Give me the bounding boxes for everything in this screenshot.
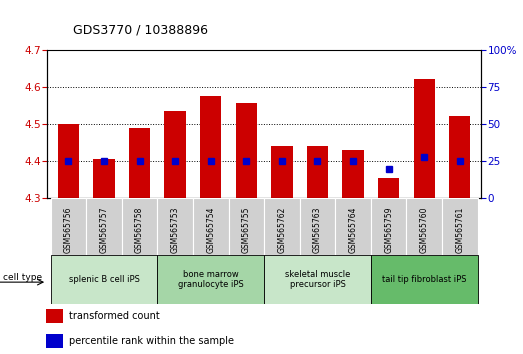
Text: GSM565764: GSM565764 — [348, 207, 358, 253]
Text: splenic B cell iPS: splenic B cell iPS — [69, 275, 140, 284]
Text: skeletal muscle
precursor iPS: skeletal muscle precursor iPS — [285, 270, 350, 289]
FancyBboxPatch shape — [300, 198, 335, 255]
FancyBboxPatch shape — [122, 198, 157, 255]
Text: GSM565760: GSM565760 — [420, 207, 429, 253]
Text: percentile rank within the sample: percentile rank within the sample — [69, 336, 234, 346]
Text: GDS3770 / 10388896: GDS3770 / 10388896 — [73, 23, 208, 36]
Text: transformed count: transformed count — [69, 311, 160, 321]
Text: GSM565754: GSM565754 — [206, 207, 215, 253]
FancyBboxPatch shape — [229, 198, 264, 255]
FancyBboxPatch shape — [406, 198, 442, 255]
Text: GSM565761: GSM565761 — [456, 207, 464, 253]
Bar — [129, 127, 150, 198]
FancyBboxPatch shape — [51, 255, 157, 304]
Bar — [165, 111, 186, 198]
Text: GSM565758: GSM565758 — [135, 207, 144, 253]
Bar — [414, 79, 435, 198]
Text: GSM565753: GSM565753 — [170, 207, 180, 253]
FancyBboxPatch shape — [264, 255, 371, 304]
Text: GSM565756: GSM565756 — [64, 207, 73, 253]
FancyBboxPatch shape — [51, 198, 86, 255]
Bar — [47, 334, 63, 348]
FancyBboxPatch shape — [371, 255, 477, 304]
Text: GSM565757: GSM565757 — [99, 207, 108, 253]
FancyBboxPatch shape — [157, 198, 193, 255]
Bar — [236, 103, 257, 198]
Bar — [271, 146, 292, 198]
FancyBboxPatch shape — [371, 198, 406, 255]
Text: GSM565759: GSM565759 — [384, 207, 393, 253]
Bar — [58, 124, 79, 198]
FancyBboxPatch shape — [157, 255, 264, 304]
Text: cell type: cell type — [3, 273, 42, 282]
Text: GSM565755: GSM565755 — [242, 207, 251, 253]
Text: GSM565762: GSM565762 — [277, 207, 287, 253]
Bar — [47, 309, 63, 323]
Text: GSM565763: GSM565763 — [313, 207, 322, 253]
Bar — [449, 116, 471, 198]
Bar — [343, 150, 363, 198]
Text: bone marrow
granulocyte iPS: bone marrow granulocyte iPS — [178, 270, 244, 289]
Bar — [93, 159, 115, 198]
Bar — [378, 178, 400, 198]
FancyBboxPatch shape — [335, 198, 371, 255]
FancyBboxPatch shape — [193, 198, 229, 255]
FancyBboxPatch shape — [86, 198, 122, 255]
Bar — [307, 146, 328, 198]
FancyBboxPatch shape — [264, 198, 300, 255]
Bar — [200, 96, 221, 198]
Text: tail tip fibroblast iPS: tail tip fibroblast iPS — [382, 275, 467, 284]
FancyBboxPatch shape — [442, 198, 477, 255]
